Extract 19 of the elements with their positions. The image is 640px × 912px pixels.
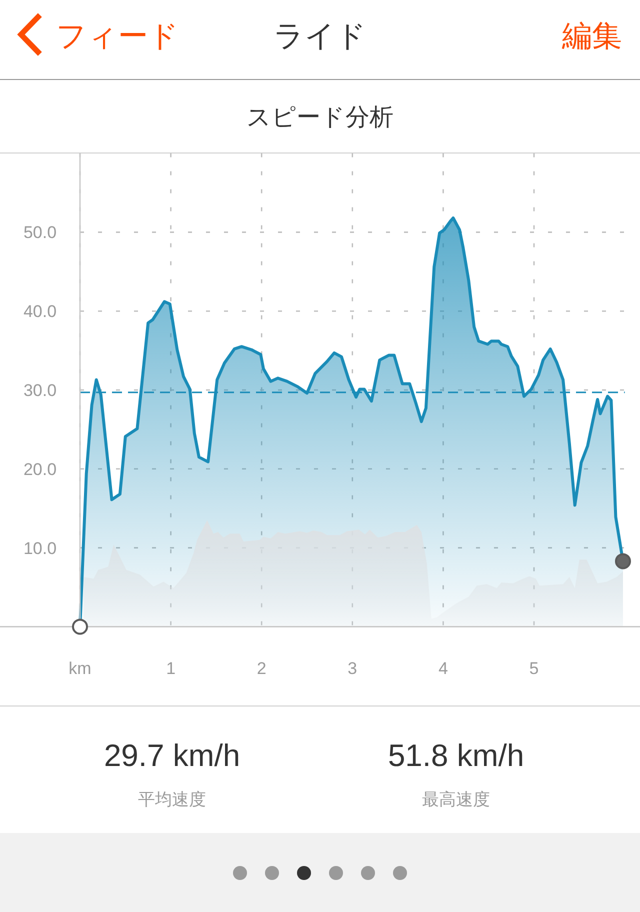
y-tick: 40.0 — [23, 302, 57, 322]
y-tick: 30.0 — [23, 381, 57, 400]
subtitle: スピード分析 — [246, 104, 394, 131]
y-tick: 20.0 — [23, 460, 57, 479]
annotation: 29.7 km/h — [104, 738, 240, 773]
x-tick: 3 — [348, 659, 358, 678]
annotation: 51.8 km/h — [388, 738, 524, 773]
y-tick: 10.0 — [23, 538, 57, 558]
x-tick: 1 — [166, 659, 176, 678]
annotation: 編集 — [562, 20, 622, 53]
x-tick: 2 — [256, 659, 266, 678]
x-tick: 4 — [438, 659, 448, 678]
y-tick: 50.0 — [23, 223, 57, 242]
annotation: 平均速度 — [138, 790, 206, 809]
annotation: フィード — [56, 20, 179, 53]
annotation: 最高速度 — [422, 790, 490, 809]
x-tick: 5 — [529, 659, 539, 678]
x-tick: km — [68, 659, 92, 678]
title: ライド — [274, 20, 366, 53]
